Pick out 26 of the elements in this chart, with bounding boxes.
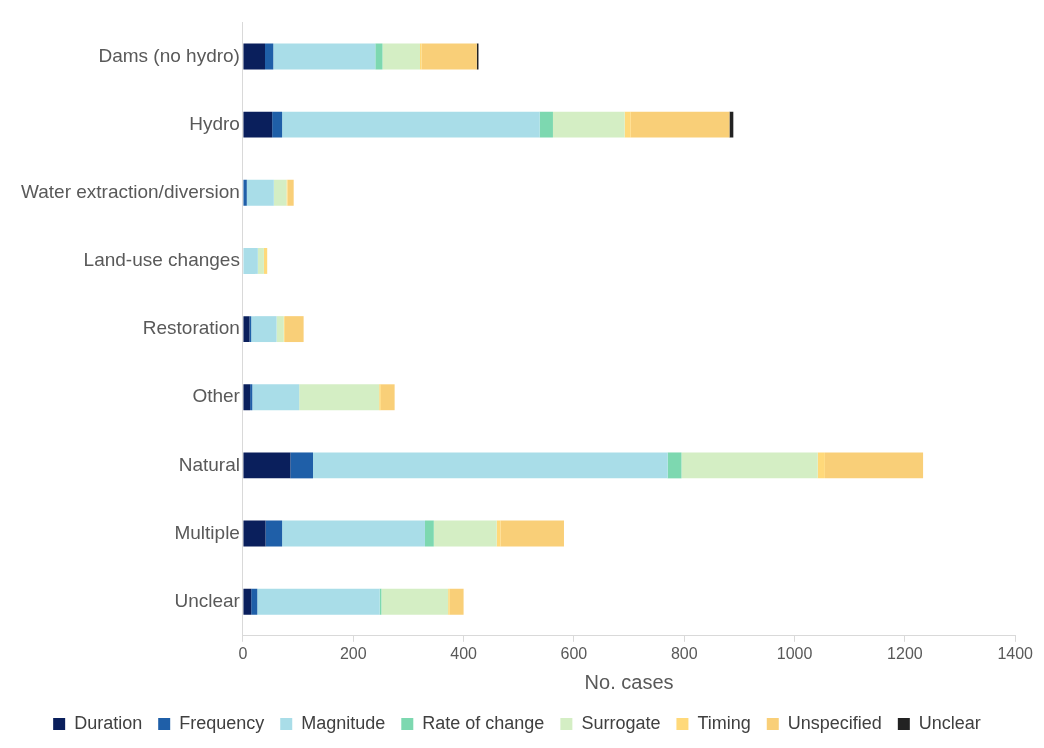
y-tick-label: Land-use changes: [83, 249, 240, 271]
x-tick-label: 1400: [997, 644, 1034, 662]
legend-label: Timing: [697, 712, 751, 733]
x-tick-label: 1000: [776, 644, 813, 662]
x-tick-label: 800: [670, 644, 698, 662]
x-tick-label: 200: [339, 644, 367, 662]
y-tick-label: Water extraction/diversion: [21, 181, 240, 203]
y-tick-label: Unclear: [174, 589, 241, 611]
x-axis-title: No. cases: [584, 670, 674, 693]
x-tick-label: 600: [560, 644, 588, 662]
x-tick-label: 1200: [887, 644, 923, 662]
legend-label: Frequency: [179, 712, 265, 733]
x-tick-label: 400: [450, 644, 478, 662]
legend-label: Magnitude: [301, 712, 386, 733]
x-tick-label: 0: [238, 644, 248, 662]
y-tick-label: Natural: [178, 453, 240, 475]
legend-label: Unspecified: [787, 712, 882, 733]
legend-label: Surrogate: [581, 712, 661, 733]
y-tick-label: Multiple: [174, 521, 240, 543]
y-tick-label: Hydro: [189, 112, 240, 134]
legend-label: Rate of change: [422, 712, 545, 733]
y-tick-label: Dams (no hydro): [98, 44, 240, 66]
y-tick-label: Other: [192, 385, 241, 407]
legend-label: Duration: [74, 712, 143, 733]
y-tick-label: Restoration: [142, 317, 240, 339]
legend-label: Unclear: [918, 712, 981, 733]
